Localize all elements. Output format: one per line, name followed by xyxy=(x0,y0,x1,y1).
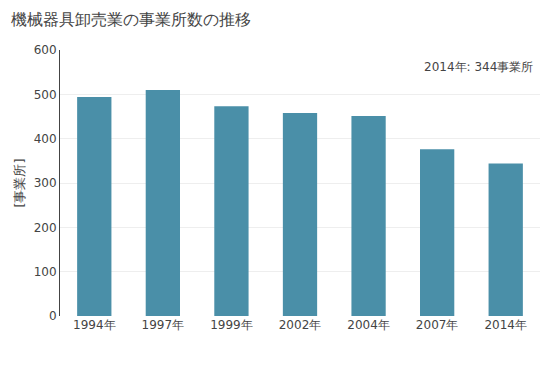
svg-text:機械器具卸売業の事業所数の推移: 機械器具卸売業の事業所数の推移 xyxy=(11,10,251,29)
svg-text:100: 100 xyxy=(34,265,57,279)
svg-text:2007年: 2007年 xyxy=(416,318,459,332)
svg-text:300: 300 xyxy=(34,176,57,190)
svg-text:2014年: 2014年 xyxy=(484,318,527,332)
svg-text:2004年: 2004年 xyxy=(347,318,390,332)
svg-text:600: 600 xyxy=(34,43,57,57)
svg-text:1994年: 1994年 xyxy=(73,318,116,332)
svg-text:1999年: 1999年 xyxy=(210,318,253,332)
svg-text:2002年: 2002年 xyxy=(279,318,322,332)
svg-text:2014年: 344事業所: 2014年: 344事業所 xyxy=(424,60,533,74)
svg-text:200: 200 xyxy=(34,221,57,235)
svg-text:0: 0 xyxy=(49,309,57,323)
svg-text:500: 500 xyxy=(34,88,57,102)
svg-text:1997年: 1997年 xyxy=(142,318,185,332)
svg-text:[事業所]: [事業所] xyxy=(12,158,27,207)
svg-text:400: 400 xyxy=(34,132,57,146)
